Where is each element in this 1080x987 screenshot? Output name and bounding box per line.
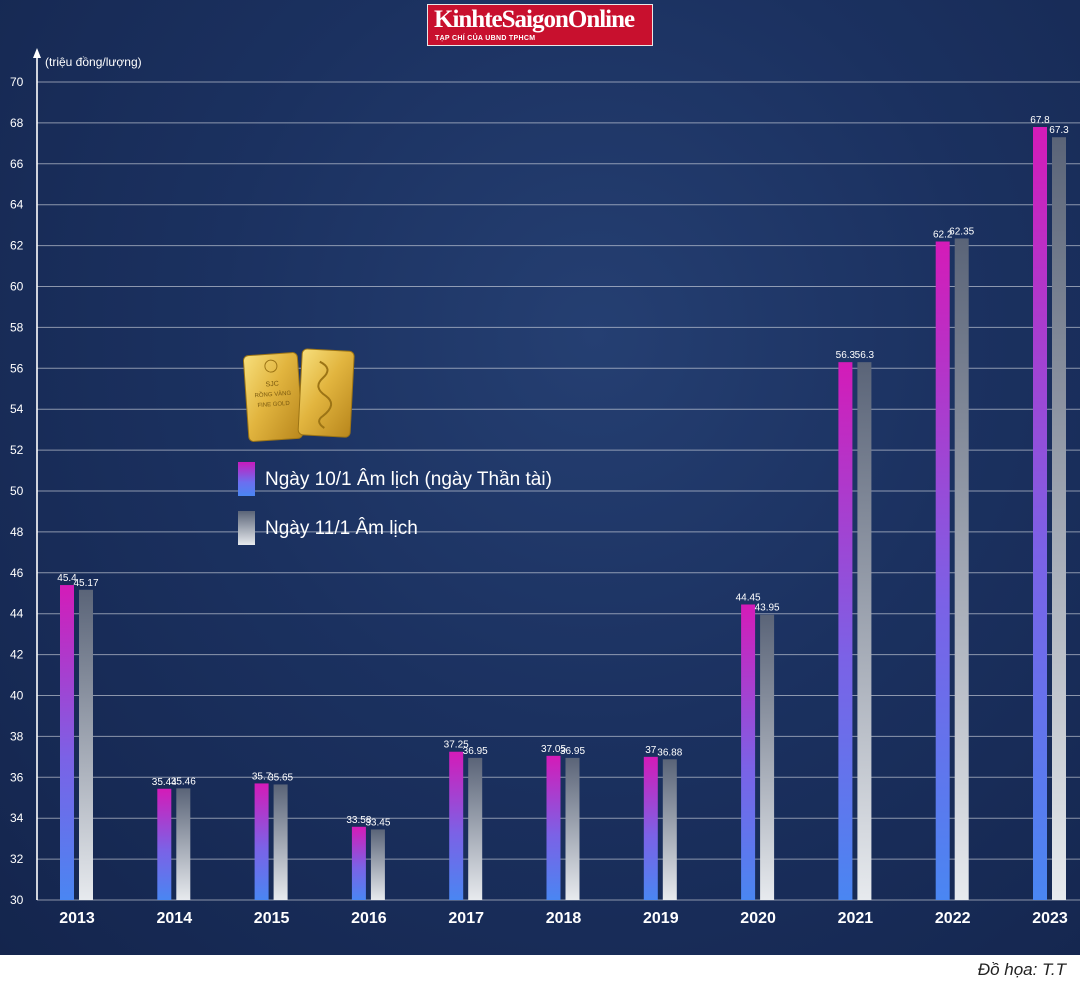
x-tick-label: 2021	[838, 910, 874, 927]
x-tick-label: 2014	[157, 910, 193, 927]
data-label-series-2-2022: 62.35	[949, 226, 974, 237]
bar-series-2-2021	[857, 362, 872, 900]
bar-series-1-2018	[546, 755, 561, 900]
gold-bar-brand: SJC	[265, 381, 279, 389]
brand-name: KinhteSaigonOnline	[434, 6, 635, 33]
data-label-series-1-2020: 44.45	[736, 592, 761, 603]
bar-series-1-2015	[254, 783, 269, 900]
brand-logo: KinhteSaigonOnline TẠP CHÍ CỦA UBND TPHC…	[427, 4, 653, 46]
data-label-series-2-2014: 35.46	[171, 776, 196, 787]
data-label-series-2-2013: 45.17	[73, 578, 98, 589]
bar-chart: 30 32 34 36 38 40 42 44 46 48 50 52 54 56 58 60 62 64 66 68…	[10, 48, 1069, 927]
data-label-series-1-2015: 35.7	[252, 771, 272, 782]
data-label-series-1-2017: 37.25	[444, 740, 469, 751]
bar-series-2-2013	[79, 589, 93, 900]
y-tick-label: 42	[10, 648, 24, 662]
y-tick-label: 34	[10, 811, 24, 825]
x-tick-label: 2017	[448, 910, 484, 927]
y-tick-label: 40	[10, 689, 24, 703]
x-tick-label: 2022	[935, 910, 971, 927]
bar-series-1-2014	[157, 788, 172, 900]
bar-series-1-2016	[351, 826, 366, 900]
x-tick-label: 2013	[59, 910, 95, 927]
data-label-series-2-2019: 36.88	[657, 747, 682, 758]
y-tick-label: 66	[10, 157, 24, 171]
y-tick-label: 64	[10, 198, 24, 212]
y-tick-label: 44	[10, 607, 24, 621]
data-label-series-1-2014: 35.44	[152, 777, 177, 788]
bar-series-1-2020	[741, 604, 756, 900]
graphic-credit: Đồ họa: T.T	[977, 960, 1066, 979]
x-tick-label: 2020	[740, 910, 776, 927]
bar-series-1-2023	[1033, 126, 1047, 901]
data-label-series-1-2018: 37.05	[541, 744, 566, 755]
y-tick-label: 48	[10, 525, 24, 539]
data-label-series-1-2016: 33.58	[346, 815, 371, 826]
y-tick-label: 54	[10, 402, 24, 416]
data-label-series-1-2022: 62.2	[933, 230, 953, 241]
data-label-series-2-2023: 67.3	[1049, 125, 1069, 136]
bar-series-2-2015	[273, 784, 288, 900]
y-tick-label: 70	[10, 75, 24, 89]
y-tick-label: 52	[10, 443, 24, 457]
y-axis-label: (triệu đồng/lượng)	[45, 55, 142, 69]
y-tick-label: 62	[10, 239, 24, 253]
y-tick-label: 36	[10, 770, 24, 784]
y-tick-label: 58	[10, 320, 24, 334]
bar-series-2-2020	[760, 614, 775, 900]
data-label-series-1-2019: 37	[645, 745, 657, 756]
bar-series-2-2014	[176, 788, 191, 900]
legend-swatch-1	[238, 462, 255, 496]
bar-series-1-2021	[838, 362, 853, 900]
data-label-series-2-2017: 36.95	[463, 746, 488, 757]
bar-series-2-2022	[954, 238, 969, 900]
y-tick-label: 68	[10, 116, 24, 130]
data-label-series-1-2013: 45.4	[57, 573, 77, 584]
y-tick-label: 32	[10, 852, 24, 866]
data-label-series-1-2021: 56.3	[836, 350, 856, 361]
x-tick-label: 2016	[351, 910, 387, 927]
x-axis-ticks: 2013 2014 2015 2016 2017 2018 2019 2020 2021 2022…	[59, 910, 1068, 927]
y-tick-label: 56	[10, 361, 24, 375]
bar-series-2-2016	[370, 829, 385, 900]
y-tick-label: 30	[10, 893, 24, 907]
bar-series-2-2018	[565, 757, 580, 900]
x-tick-label: 2015	[254, 910, 290, 927]
bar-series-2-2023	[1052, 137, 1066, 901]
bar-series-2-2019	[662, 759, 677, 900]
data-label-series-2-2016: 33.45	[365, 817, 390, 828]
y-axis-arrow	[33, 48, 41, 58]
legend-item-series-1: Ngày 10/1 Âm lịch (ngày Thần tài)	[238, 462, 638, 498]
data-label-series-2-2020: 43.95	[755, 603, 780, 614]
gold-bar-title: RỒNG VÀNG	[254, 390, 291, 400]
legend-item-series-2: Ngày 11/1 Âm lịch	[238, 511, 638, 547]
y-tick-label: 50	[10, 484, 24, 498]
bar-series-2-2017	[468, 757, 483, 900]
bar-series-1-2022	[935, 241, 950, 900]
y-axis-ticks: 30 32 34 36 38 40 42 44 46 48 50 52 54 56 58 60 62 64 66 68…	[10, 75, 24, 907]
y-tick-label: 38	[10, 729, 24, 743]
bar-series-1-2017	[449, 751, 464, 900]
bar-series-1-2013	[60, 585, 74, 900]
data-label-series-2-2018: 36.95	[560, 746, 585, 757]
x-tick-label: 2019	[643, 910, 679, 927]
gold-bar-image: SJC RỒNG VÀNG FINE GOLD	[242, 348, 355, 442]
data-label-series-1-2023: 67.8	[1030, 115, 1050, 126]
y-tick-label: 46	[10, 566, 24, 580]
gold-bar-subtitle: FINE GOLD	[257, 401, 290, 409]
x-tick-label: 2023	[1032, 910, 1068, 927]
x-tick-label: 2018	[546, 910, 582, 927]
legend-label-1: Ngày 10/1 Âm lịch (ngày Thần tài)	[265, 469, 552, 490]
bar-series-1-2019	[643, 756, 658, 900]
data-label-series-2-2021: 56.3	[855, 350, 875, 361]
data-label-series-2-2015: 35.65	[268, 772, 293, 783]
brand-subtitle: TẠP CHÍ CỦA UBND TPHCM	[435, 35, 536, 42]
legend-swatch-2	[238, 511, 255, 545]
y-tick-label: 60	[10, 280, 24, 294]
legend-label-2: Ngày 11/1 Âm lịch	[265, 518, 418, 539]
